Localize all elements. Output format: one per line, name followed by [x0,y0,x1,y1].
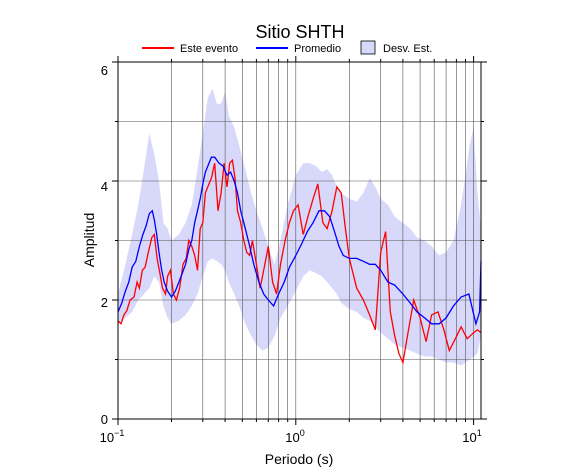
std-dev-band [118,88,481,366]
y-tick-labels: 0 2 4 6 [101,63,108,427]
x-tick-label: 100 [285,428,304,445]
series-line-promedio [117,156,482,327]
y-tick-label: 0 [101,412,108,427]
y-tick-label: 4 [101,179,108,194]
plot-area [117,61,482,420]
y-tick-label: 6 [101,63,108,78]
x-tick-label: 10−1 [100,428,125,445]
x-tick-labels: 10−1 100 101 [100,428,482,445]
legend-label-promedio: Promedio [294,43,341,55]
x-axis-label: Periodo (s) [265,451,333,467]
legend-swatch-desv-est [360,40,376,55]
legend-label-desv-est: Desv. Est. [383,43,432,55]
y-axis-label: Amplitud [81,213,97,267]
legend-label-este-evento: Este evento [180,43,238,55]
axis-ticks [112,56,487,425]
x-tick-label: 101 [462,428,481,445]
legend: Este evento Promedio Desv. Est. [142,40,432,55]
chart-title: Sitio SHTH [255,22,344,42]
y-tick-label: 2 [101,295,108,310]
series-line-este-evento [117,158,482,365]
grid-lines [117,61,481,420]
